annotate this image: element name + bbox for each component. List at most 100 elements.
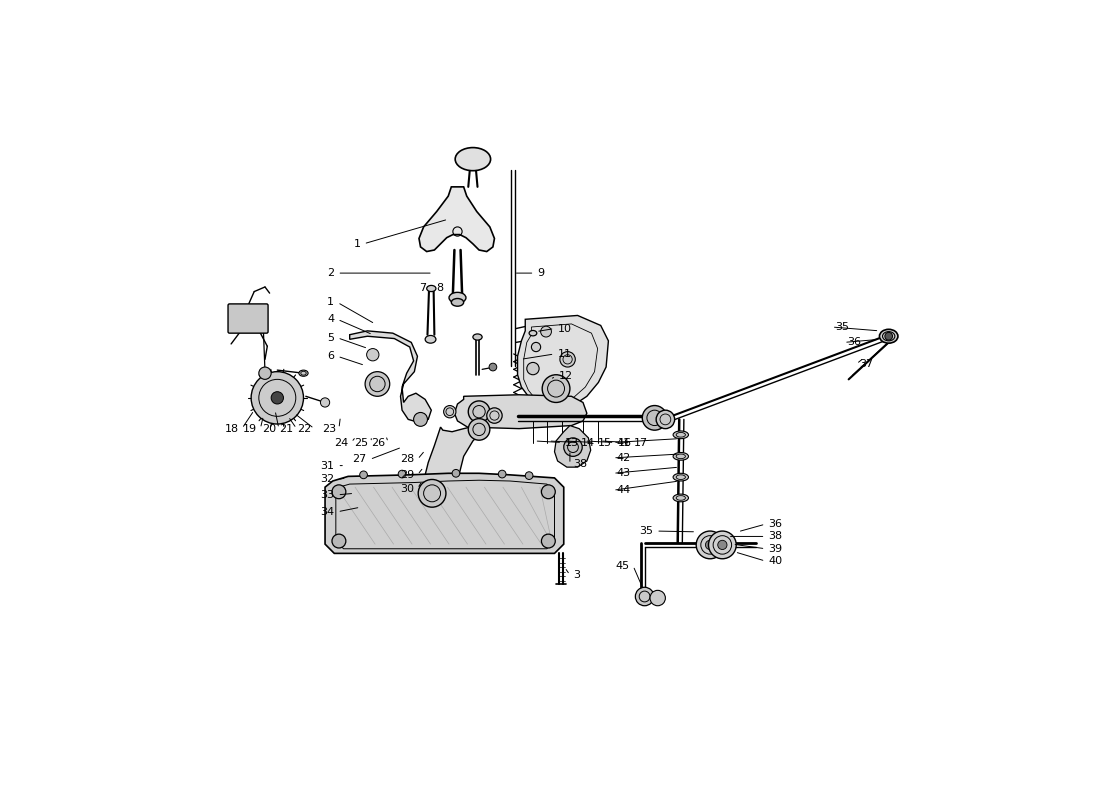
Circle shape bbox=[541, 326, 551, 337]
Circle shape bbox=[320, 398, 330, 407]
Text: 21: 21 bbox=[279, 424, 294, 434]
Ellipse shape bbox=[673, 494, 689, 502]
Text: 23: 23 bbox=[321, 424, 336, 434]
Polygon shape bbox=[419, 187, 495, 251]
Circle shape bbox=[531, 342, 541, 352]
Text: 29: 29 bbox=[400, 470, 415, 480]
Text: 37: 37 bbox=[859, 359, 873, 369]
Circle shape bbox=[414, 413, 428, 426]
Text: 39: 39 bbox=[769, 544, 783, 554]
Text: 26: 26 bbox=[371, 438, 385, 447]
Polygon shape bbox=[326, 474, 563, 554]
Circle shape bbox=[365, 372, 389, 396]
Text: 7: 7 bbox=[419, 282, 427, 293]
Circle shape bbox=[705, 540, 715, 550]
Circle shape bbox=[443, 406, 456, 418]
Circle shape bbox=[469, 418, 490, 440]
Ellipse shape bbox=[880, 330, 898, 343]
Ellipse shape bbox=[425, 335, 436, 343]
Text: 25: 25 bbox=[354, 438, 368, 447]
Text: 31: 31 bbox=[320, 461, 334, 470]
Text: 34: 34 bbox=[320, 507, 334, 517]
Circle shape bbox=[636, 587, 653, 606]
Text: 1: 1 bbox=[328, 298, 334, 307]
Circle shape bbox=[258, 367, 272, 379]
Ellipse shape bbox=[529, 330, 537, 336]
Circle shape bbox=[398, 470, 406, 478]
Circle shape bbox=[650, 590, 666, 606]
Circle shape bbox=[452, 470, 460, 477]
Circle shape bbox=[251, 372, 304, 424]
Text: 9: 9 bbox=[538, 268, 544, 278]
Text: 3: 3 bbox=[573, 570, 580, 580]
Text: 41: 41 bbox=[616, 438, 630, 447]
Text: 8: 8 bbox=[437, 282, 443, 293]
Text: 36: 36 bbox=[769, 519, 782, 529]
Text: 40: 40 bbox=[769, 556, 783, 566]
Circle shape bbox=[541, 534, 556, 548]
Polygon shape bbox=[350, 331, 431, 422]
Text: 28: 28 bbox=[400, 454, 415, 465]
Text: 5: 5 bbox=[328, 333, 334, 342]
Circle shape bbox=[642, 406, 667, 430]
Polygon shape bbox=[517, 315, 608, 410]
Text: 13: 13 bbox=[565, 438, 580, 447]
Circle shape bbox=[526, 472, 534, 479]
Ellipse shape bbox=[673, 474, 689, 481]
FancyBboxPatch shape bbox=[228, 304, 268, 333]
Ellipse shape bbox=[673, 431, 689, 438]
Text: 38: 38 bbox=[769, 531, 783, 542]
Ellipse shape bbox=[449, 292, 466, 303]
Ellipse shape bbox=[299, 370, 308, 376]
Circle shape bbox=[486, 408, 502, 423]
Circle shape bbox=[708, 531, 736, 558]
Text: 33: 33 bbox=[320, 490, 334, 500]
Text: 1: 1 bbox=[353, 239, 361, 249]
Circle shape bbox=[542, 374, 570, 402]
Polygon shape bbox=[454, 394, 587, 429]
Circle shape bbox=[884, 332, 892, 340]
Text: 24: 24 bbox=[334, 438, 348, 447]
Text: 11: 11 bbox=[558, 349, 572, 359]
Ellipse shape bbox=[673, 453, 689, 460]
Circle shape bbox=[541, 485, 556, 498]
Text: 20: 20 bbox=[262, 424, 276, 434]
Polygon shape bbox=[554, 426, 591, 467]
Circle shape bbox=[332, 485, 345, 498]
Ellipse shape bbox=[451, 298, 464, 306]
Text: 18: 18 bbox=[224, 424, 239, 434]
Text: 15: 15 bbox=[597, 438, 612, 447]
Text: 35: 35 bbox=[639, 526, 653, 536]
Text: 16: 16 bbox=[618, 438, 631, 447]
Circle shape bbox=[498, 470, 506, 478]
Circle shape bbox=[360, 471, 367, 478]
Circle shape bbox=[527, 362, 539, 374]
Text: 38: 38 bbox=[573, 459, 587, 469]
Text: 27: 27 bbox=[352, 454, 366, 465]
Circle shape bbox=[469, 401, 490, 422]
Ellipse shape bbox=[455, 147, 491, 170]
Text: 14: 14 bbox=[581, 438, 595, 447]
Text: 42: 42 bbox=[616, 453, 630, 463]
Text: 30: 30 bbox=[400, 484, 415, 494]
Circle shape bbox=[366, 349, 378, 361]
Circle shape bbox=[418, 479, 446, 507]
Text: 43: 43 bbox=[616, 468, 630, 478]
Circle shape bbox=[696, 531, 724, 558]
Text: 19: 19 bbox=[243, 424, 257, 434]
Circle shape bbox=[332, 534, 345, 548]
Circle shape bbox=[560, 352, 575, 367]
Text: 22: 22 bbox=[297, 424, 311, 434]
Circle shape bbox=[490, 363, 497, 371]
Circle shape bbox=[656, 410, 674, 429]
Text: 32: 32 bbox=[320, 474, 334, 485]
Ellipse shape bbox=[427, 286, 436, 291]
Circle shape bbox=[717, 540, 727, 550]
Text: 10: 10 bbox=[558, 323, 572, 334]
Text: 2: 2 bbox=[327, 268, 334, 278]
Text: 12: 12 bbox=[559, 371, 573, 382]
Text: 17: 17 bbox=[634, 438, 648, 447]
Circle shape bbox=[563, 438, 582, 456]
Text: 36: 36 bbox=[847, 338, 861, 347]
Text: 45: 45 bbox=[616, 561, 630, 570]
